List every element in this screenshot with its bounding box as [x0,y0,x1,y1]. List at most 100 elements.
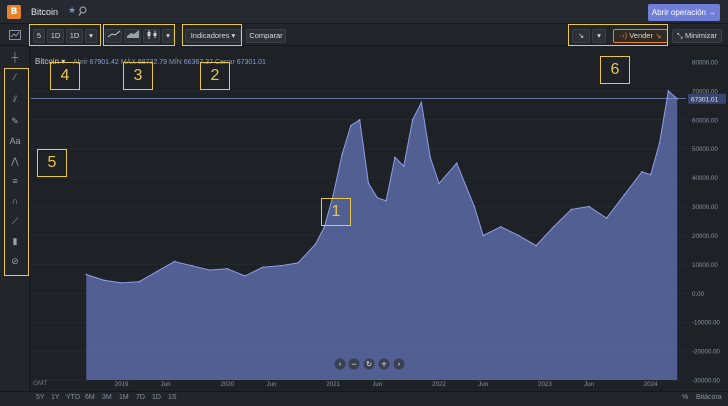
crosshair-icon[interactable]: ┼ [11,52,19,62]
data-point [358,119,361,121]
data-point [420,101,423,104]
collapse-icon: ⤡ [676,31,683,40]
open-operation-button[interactable]: Abrir operación → [648,4,720,21]
interval-5-button[interactable]: 5 [33,29,45,43]
fibonacci-icon[interactable]: ≡ [12,176,18,186]
minimize-button[interactable]: ⤡ Minimizar [672,29,722,43]
data-point [588,205,590,208]
x-tick-label: Jun [161,381,172,388]
data-point [623,194,626,196]
log-toggle[interactable]: Bitácora [696,394,722,401]
x-tick-label: Jun [478,381,489,388]
text-tool-icon[interactable]: Aa [9,136,21,146]
data-point [244,275,246,277]
y-tick-label: 50000.00 [692,146,718,153]
data-point [535,244,537,247]
zoom-in-icon-glyph: + [381,360,387,369]
x-tick-label: Jun [266,381,277,388]
sell-signal-icon: ·›) [619,31,628,40]
data-point [517,234,520,237]
data-point [138,280,140,283]
range-1s[interactable]: 1S [168,394,177,401]
last-price-label: 67301.01 [691,97,718,104]
timezone-label: GMT [33,380,48,387]
app-logo: B [7,5,21,19]
interval-dropdown-button[interactable]: ▾ [85,29,97,43]
x-tick-label: 2019 [115,381,129,388]
nav-left-icon[interactable] [334,358,346,370]
x-tick-label: 2024 [644,381,658,388]
data-point [350,124,352,127]
area-chart-button[interactable] [124,29,141,43]
range-3m[interactable]: 3M [102,394,112,401]
range-bar: 5Y 1Y YTD 6M 3M 1M 7D 1D 1S % Bitácora [0,391,728,406]
line-chart-button[interactable] [105,29,122,43]
callout-box-chart-type [103,24,175,46]
range-1d[interactable]: 1D [152,394,161,401]
range-1m[interactable]: 1M [119,394,129,401]
range-1y[interactable]: 1Y [51,394,60,401]
range-7d[interactable]: 7D [136,394,145,401]
ruler-icon[interactable]: ⟋ [11,216,19,226]
chart-area[interactable]: 80000.00 70000.00 60000.00 50000.00 40000.00… [31,46,728,392]
x-tick-label: 2022 [432,381,446,388]
compare-button[interactable]: Comparar [246,29,286,43]
y-tick-label: 10000.00 [692,262,718,269]
lock-icon[interactable]: ▮ [12,236,18,246]
channel-icon[interactable]: ⫽ [12,94,17,104]
brush-icon[interactable]: ✎ [11,116,19,126]
sell-button[interactable]: ·›) Vender ↘ [613,29,668,43]
indicators-button[interactable]: Indicadores ▾ [185,29,241,43]
order-direction-button[interactable]: ↘ [572,29,590,43]
data-point [649,173,652,176]
chart-type-icon[interactable] [9,30,21,40]
chart-type-dropdown-button[interactable]: ▾ [162,29,174,43]
interval-selected-button[interactable]: 1D [66,29,83,43]
data-point [641,171,643,173]
data-point [667,90,670,92]
sell-label: Vender [629,31,653,40]
callout-label-4: 4 [50,62,80,90]
range-ytd[interactable]: YTD [66,394,80,401]
order-dropdown-button[interactable]: ▾ [592,29,606,43]
data-point [385,199,387,202]
legend-open-value: 67901.42 [89,59,119,66]
last-price-tag [688,93,726,104]
data-point [499,225,502,228]
reset-icon-glyph: ↻ [366,360,372,369]
search-icon[interactable] [78,5,88,17]
range-6m[interactable]: 6M [85,394,95,401]
range-5y[interactable]: 5Y [36,394,45,401]
legend-min-value: 66367.37 [183,59,213,66]
legend-asset[interactable]: Bitcoin ▾ [35,57,66,66]
pattern-icon[interactable]: ⋀ [11,156,19,166]
y-tick-label: 70000.00 [692,88,718,95]
price-chart[interactable]: 80000.00 70000.00 60000.00 50000.00 40000.00… [31,46,728,392]
reset-icon[interactable] [363,358,375,370]
interval-1d-button[interactable]: 1D [47,29,64,43]
y-tick-label: 0.00 [692,291,705,298]
data-point [191,265,193,267]
zoom-in-icon[interactable] [378,358,390,370]
data-point [279,265,282,267]
line-chart-icon [107,30,120,38]
price-area [86,90,678,380]
candlestick-icon [147,30,156,39]
y-tick-label: -20000.00 [692,349,720,356]
y-tick-label: -30000.00 [692,378,720,385]
callout-label-1: 1 [321,198,351,226]
data-point [314,243,317,245]
trend-down-icon: ↘ [655,31,662,40]
favorite-star-icon[interactable]: ★ [68,5,77,15]
percent-toggle[interactable]: % [682,394,689,401]
callout-box-interval [29,24,101,46]
nav-left-icon-glyph: ‹ [339,360,342,369]
magnet-icon[interactable]: ∩ [11,196,19,206]
hide-drawings-icon[interactable]: ⊘ [11,256,19,266]
chevron-down-icon: ▾ [597,31,601,40]
zoom-out-icon[interactable] [348,358,360,370]
trend-line-icon[interactable]: ⁄ [14,72,16,82]
callout-label-5: 5 [37,149,67,177]
candlestick-chart-button[interactable] [143,29,160,43]
nav-right-icon[interactable] [393,358,405,370]
